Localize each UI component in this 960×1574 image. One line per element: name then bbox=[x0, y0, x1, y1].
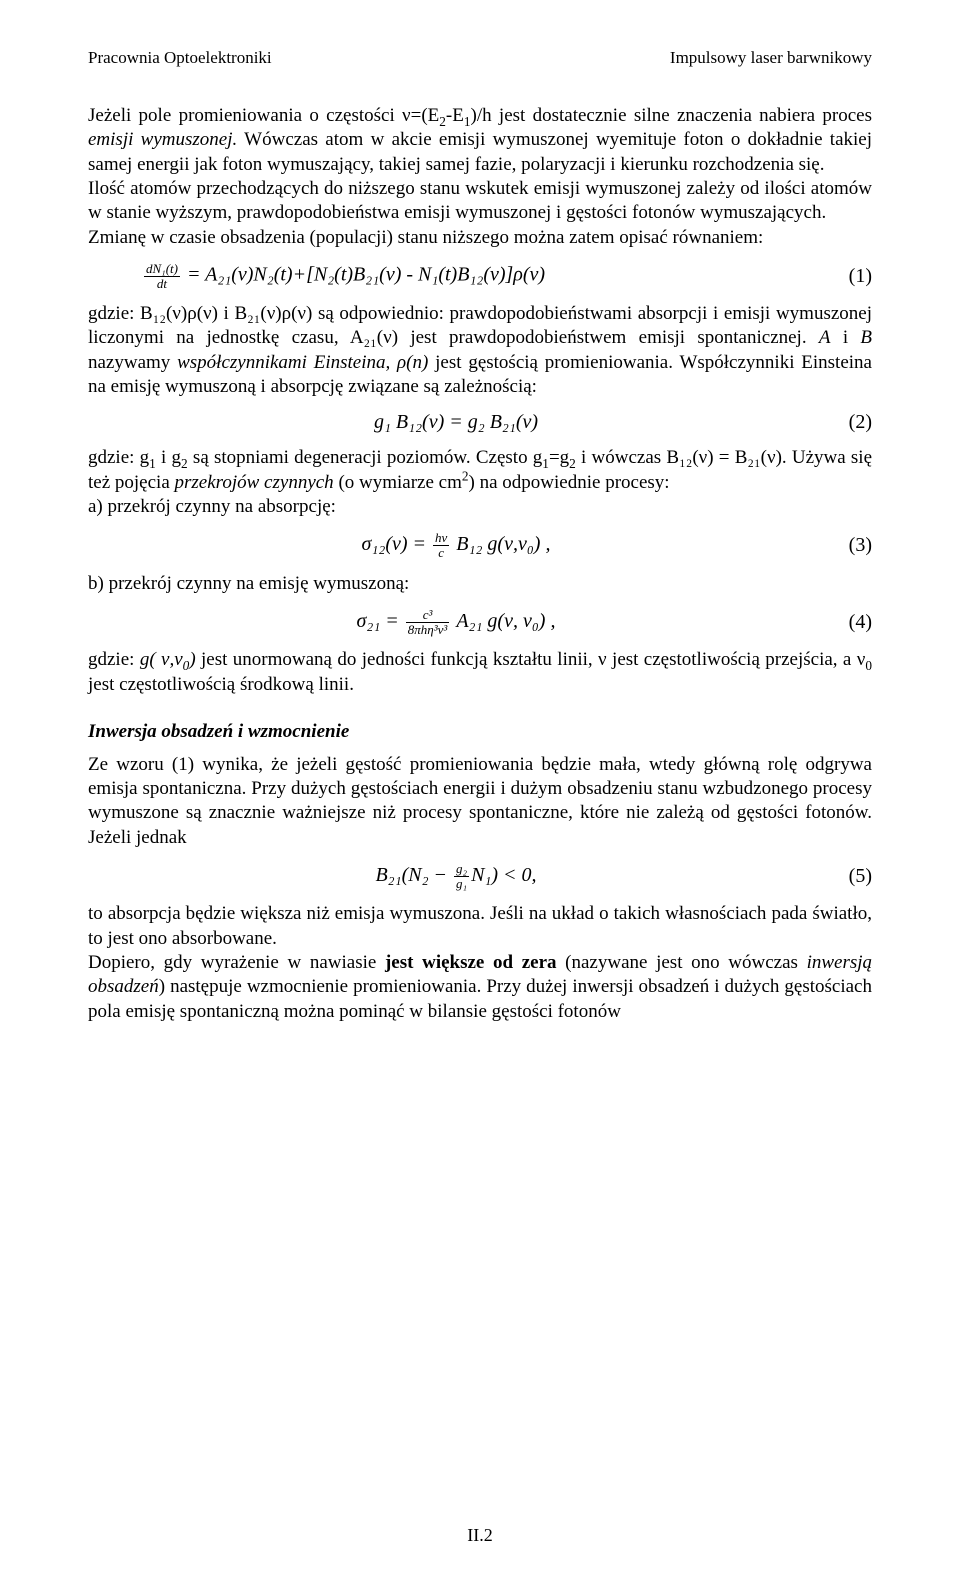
sup: 2 bbox=[462, 468, 469, 483]
text: nazywamy bbox=[88, 352, 177, 373]
paragraph-1: Jeżeli pole promieniowania o częstości ν… bbox=[88, 104, 872, 177]
sub: 2 bbox=[439, 114, 446, 129]
text: =g bbox=[549, 447, 569, 468]
text: B₁₂ g(ν,ν₀) , bbox=[451, 533, 550, 555]
paragraph-5: gdzie: g1 i g2 są stopniami degeneracji … bbox=[88, 446, 872, 495]
sub: 2 bbox=[181, 456, 188, 471]
text: są stopniami degeneracji poziomów. Częst… bbox=[188, 447, 543, 468]
text: )/h jest dostatecznie silne znaczenia na… bbox=[471, 105, 872, 126]
eq-content: dN₁(t) dt = A₂₁(ν)N₂(t)+[N₂(t)B₂₁(ν) - N… bbox=[88, 262, 824, 290]
text: jest unormowaną do jedności funkcją kszt… bbox=[196, 649, 866, 670]
eq-inline: σ₂₁ = c³8πhη³ν³ A₂₁ g(ν, ν₀) , bbox=[357, 610, 556, 632]
italic-text: B bbox=[860, 327, 872, 348]
header-left: Pracownia Optoelektroniki bbox=[88, 48, 272, 68]
page-number: II.2 bbox=[0, 1525, 960, 1546]
italic-text: g( ν,ν0) bbox=[140, 649, 196, 670]
text: Jeżeli pole promieniowania o częstości ν… bbox=[88, 105, 439, 126]
frac-den: c bbox=[433, 546, 449, 560]
text: B₂₁(N₂ − bbox=[375, 864, 452, 886]
eq-number: (1) bbox=[824, 265, 872, 288]
equation-5: B₂₁(N₂ − g₂g₁N₁) < 0, (5) bbox=[88, 862, 872, 890]
paragraph-10: to absorpcja będzie większa niż emisja w… bbox=[88, 902, 872, 951]
equation-4: σ₂₁ = c³8πhη³ν³ A₂₁ g(ν, ν₀) , (4) bbox=[88, 608, 872, 636]
text: (o wymiarze cm bbox=[338, 472, 461, 493]
paragraph-8: gdzie: g( ν,ν0) jest unormowaną do jedno… bbox=[88, 648, 872, 697]
frac-den: 8πhη³ν³ bbox=[406, 623, 450, 637]
text: σ₁₂(ν) = bbox=[362, 533, 431, 555]
fraction: hνc bbox=[433, 531, 449, 559]
text: i g bbox=[156, 447, 181, 468]
equation-2: g₁ B₁₂(ν) = g₂ B₂₁(ν) (2) bbox=[88, 411, 872, 434]
paragraph-3: Zmianę w czasie obsadzenia (populacji) s… bbox=[88, 226, 872, 250]
eq-inline: σ₁₂(ν) = hνc B₁₂ g(ν,ν₀) , bbox=[362, 533, 551, 555]
frac-num: c³ bbox=[406, 608, 450, 623]
frac-den: dt bbox=[144, 277, 180, 291]
equation-1: dN₁(t) dt = A₂₁(ν)N₂(t)+[N₂(t)B₂₁(ν) - N… bbox=[88, 262, 872, 290]
eq-number: (4) bbox=[824, 611, 872, 634]
frac-num: dN₁(t) bbox=[144, 262, 180, 277]
eq-number: (5) bbox=[824, 865, 872, 888]
header-right: Impulsowy laser barwnikowy bbox=[670, 48, 872, 68]
page: Pracownia Optoelektroniki Impulsowy lase… bbox=[0, 0, 960, 1574]
frac-num: hν bbox=[433, 531, 449, 546]
eq-number: (3) bbox=[824, 534, 872, 557]
text: N₁) < 0, bbox=[471, 864, 536, 886]
text: g( ν,ν bbox=[140, 649, 183, 670]
paragraph-11: Dopiero, gdy wyrażenie w nawiasie jest w… bbox=[88, 951, 872, 1024]
fraction: g₂g₁ bbox=[454, 862, 469, 890]
sub: 0 bbox=[865, 658, 872, 673]
text: Dopiero, gdy wyrażenie w nawiasie bbox=[88, 952, 385, 973]
text: -E bbox=[446, 105, 464, 126]
equation-3: σ₁₂(ν) = hνc B₁₂ g(ν,ν₀) , (3) bbox=[88, 531, 872, 559]
paragraph-9: Ze wzoru (1) wynika, że jeżeli gęstość p… bbox=[88, 753, 872, 850]
sub: 1 bbox=[542, 456, 549, 471]
text: ) na odpowiednie procesy: bbox=[469, 472, 670, 493]
paragraph-7: b) przekrój czynny na emisję wymuszoną: bbox=[88, 572, 872, 596]
eq-rhs: = A₂₁(ν)N₂(t)+[N₂(t)B₂₁(ν) - N₁(t)B₁₂(ν)… bbox=[182, 264, 545, 286]
page-header: Pracownia Optoelektroniki Impulsowy lase… bbox=[88, 48, 872, 68]
frac-num: g₂ bbox=[454, 862, 469, 877]
text: jest częstotliwością środkową linii. bbox=[88, 674, 354, 695]
frac-den: g₁ bbox=[454, 877, 469, 891]
text: gdzie: B₁₂(ν)ρ(ν) i B₂₁(ν)ρ(ν) są odpowi… bbox=[88, 303, 872, 348]
sub: 1 bbox=[464, 114, 471, 129]
paragraph-4: gdzie: B₁₂(ν)ρ(ν) i B₂₁(ν)ρ(ν) są odpowi… bbox=[88, 302, 872, 399]
fraction: c³8πhη³ν³ bbox=[406, 608, 450, 636]
text: gdzie: g bbox=[88, 447, 149, 468]
text: σ₂₁ = bbox=[357, 610, 404, 632]
text: A₂₁ g(ν, ν₀) , bbox=[451, 610, 555, 632]
italic-text: przekrojów czynnych bbox=[175, 472, 339, 493]
sub: 1 bbox=[149, 456, 156, 471]
italic-text: emisji wymuszonej. bbox=[88, 129, 237, 150]
eq-content: B₂₁(N₂ − g₂g₁N₁) < 0, bbox=[88, 862, 824, 890]
section-title: Inwersja obsadzeń i wzmocnienie bbox=[88, 721, 872, 743]
eq-content: σ₁₂(ν) = hνc B₁₂ g(ν,ν₀) , bbox=[88, 531, 824, 559]
eq-content: g₁ B₁₂(ν) = g₂ B₂₁(ν) bbox=[88, 411, 824, 434]
paragraph-6: a) przekrój czynny na absorpcję: bbox=[88, 495, 872, 519]
sub: 2 bbox=[569, 456, 576, 471]
bold-text: jest większe od zera bbox=[385, 952, 557, 973]
italic-text: współczynnikami Einsteina, ρ(n) bbox=[177, 352, 435, 373]
fraction: dN₁(t) dt bbox=[144, 262, 180, 290]
eq-inline: B₂₁(N₂ − g₂g₁N₁) < 0, bbox=[375, 864, 536, 886]
eq-number: (2) bbox=[824, 411, 872, 434]
italic-text: A bbox=[819, 327, 831, 348]
eq-content: σ₂₁ = c³8πhη³ν³ A₂₁ g(ν, ν₀) , bbox=[88, 608, 824, 636]
paragraph-2: Ilość atomów przechodzących do niższego … bbox=[88, 177, 872, 226]
text: ) następuje wzmocnienie promieniowania. … bbox=[88, 976, 872, 1021]
text: gdzie: bbox=[88, 649, 140, 670]
text: i bbox=[831, 327, 861, 348]
text: (nazywane jest ono wówczas bbox=[557, 952, 807, 973]
